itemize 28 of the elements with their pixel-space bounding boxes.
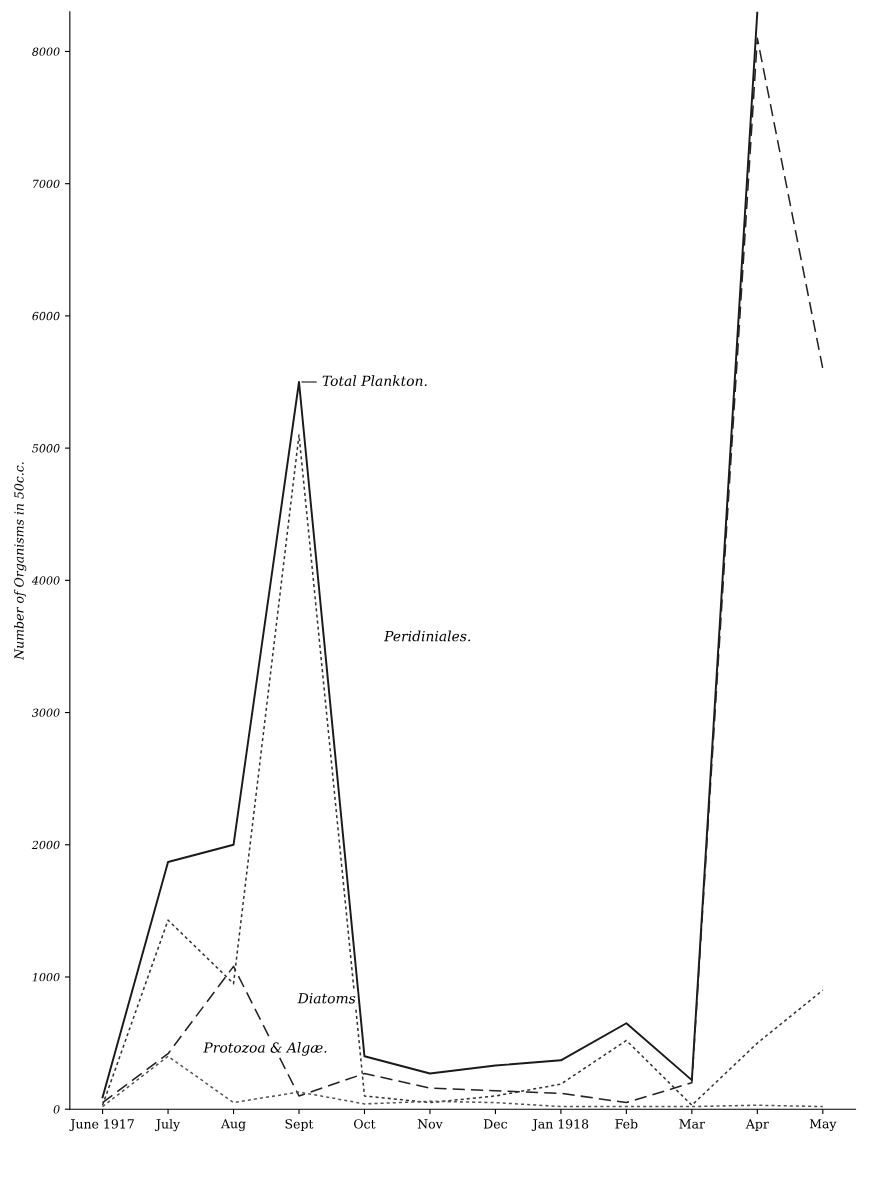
x-tick-label: Mar [679, 1119, 705, 1129]
annotation: Total Plankton. [322, 375, 427, 387]
y-axis-title: Number of Organisms in 50c.c. [14, 462, 27, 661]
line-series [101, 1055, 824, 1108]
annotation: Protozoa & Algæ. [203, 1042, 327, 1056]
x-tick-label: Feb [615, 1118, 638, 1129]
y-tick-label: 6000 [32, 311, 60, 321]
x-tick-label: Sept [285, 1119, 314, 1132]
x-tick-label: Aug [220, 1119, 246, 1132]
y-tick-label: 4000 [31, 576, 60, 585]
annotation: Diatoms [297, 993, 356, 1004]
y-tick-label: 5000 [32, 444, 60, 453]
x-tick-label: Apr [745, 1119, 769, 1132]
x-tick-label: Oct [354, 1119, 376, 1129]
y-tick-label: 0 [53, 1105, 60, 1114]
annotation: Peridiniales. [383, 630, 471, 642]
x-tick-label: Nov [417, 1119, 443, 1129]
y-tick-label: 3000 [31, 708, 60, 717]
x-tick-label: Jan 1918 [531, 1119, 589, 1132]
y-tick-label: 8000 [32, 47, 60, 56]
x-tick-label: June 1917 [69, 1119, 134, 1132]
y-tick-label: 7000 [33, 179, 60, 189]
x-tick-label: May [809, 1119, 837, 1132]
line-series [101, 434, 824, 1106]
x-tick-label: Dec [483, 1119, 508, 1129]
y-tick-label: 2000 [31, 840, 60, 850]
y-tick-label: 1000 [32, 972, 60, 982]
x-tick-label: July [154, 1118, 181, 1132]
